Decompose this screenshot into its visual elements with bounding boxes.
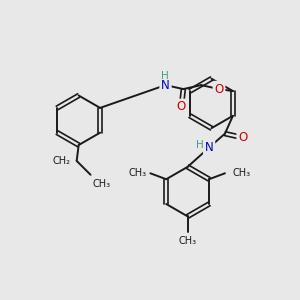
Text: O: O [238, 131, 248, 144]
Text: CH₃: CH₃ [233, 168, 251, 178]
Text: CH₃: CH₃ [128, 168, 146, 178]
Text: O: O [214, 82, 224, 96]
Text: CH₂: CH₂ [53, 156, 71, 166]
Text: O: O [177, 100, 186, 113]
Text: N: N [161, 79, 170, 92]
Text: CH₃: CH₃ [92, 179, 111, 189]
Text: N: N [205, 141, 214, 154]
Text: H: H [160, 71, 168, 81]
Text: CH₃: CH₃ [178, 236, 197, 246]
Text: H: H [196, 140, 204, 150]
